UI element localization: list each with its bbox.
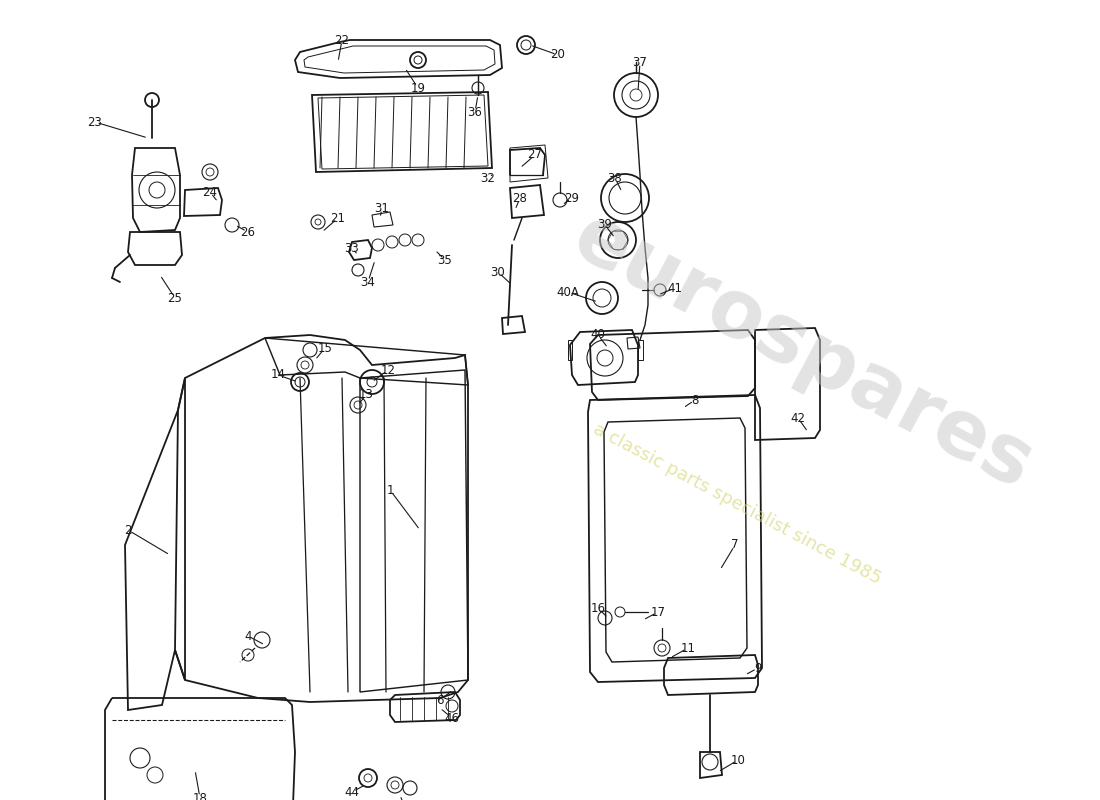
Text: 10: 10 [730,754,746,766]
Text: 42: 42 [791,411,805,425]
Text: 24: 24 [202,186,218,198]
Text: 17: 17 [650,606,666,618]
Text: 30: 30 [491,266,505,278]
Text: 28: 28 [513,191,527,205]
Text: 20: 20 [551,49,565,62]
Text: 21: 21 [330,211,345,225]
Text: 13: 13 [359,389,373,402]
Text: 4: 4 [244,630,252,642]
Text: 7: 7 [732,538,739,551]
Text: eurospares: eurospares [560,198,1046,506]
Text: 33: 33 [344,242,360,254]
Text: 26: 26 [241,226,255,238]
Text: 25: 25 [167,291,183,305]
Text: 34: 34 [361,275,375,289]
Text: 35: 35 [438,254,452,266]
Text: 40A: 40A [557,286,580,298]
Text: 8: 8 [691,394,698,406]
Text: 36: 36 [468,106,483,118]
Text: 12: 12 [381,363,396,377]
Text: 16: 16 [591,602,605,614]
Text: 23: 23 [88,115,102,129]
Text: 9: 9 [755,662,761,674]
Text: 22: 22 [334,34,350,46]
Text: 32: 32 [481,171,495,185]
Text: 11: 11 [681,642,695,654]
Text: 27: 27 [528,149,542,162]
Text: a classic parts specialist since 1985: a classic parts specialist since 1985 [590,420,884,588]
Text: 40: 40 [591,329,605,342]
Text: 14: 14 [271,369,286,382]
Text: 41: 41 [668,282,682,294]
Text: 46: 46 [444,711,460,725]
Text: 19: 19 [410,82,426,94]
Text: 6: 6 [437,694,443,706]
Text: 2: 2 [124,523,132,537]
Text: 38: 38 [607,171,623,185]
Text: 37: 37 [632,55,648,69]
Text: 31: 31 [375,202,389,214]
Text: 29: 29 [564,191,580,205]
Text: 15: 15 [318,342,332,354]
Text: 1: 1 [386,483,394,497]
Text: 18: 18 [192,791,208,800]
Text: 44: 44 [344,786,360,798]
Text: 39: 39 [597,218,613,231]
